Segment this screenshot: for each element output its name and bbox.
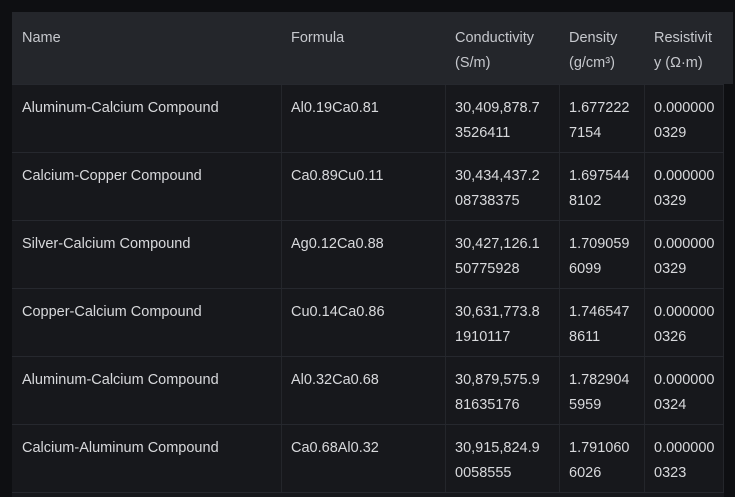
column-header-conductivity[interactable]: Conductivity (S/m) xyxy=(455,30,534,71)
cell-name[interactable]: Silver-Calcium Compound xyxy=(12,221,282,288)
table-row: Copper-Calcium Compound Cu0.14Ca0.86 30,… xyxy=(12,288,724,356)
cell-name[interactable]: Copper-Calcium Compound xyxy=(12,289,282,356)
cell-conductivity[interactable]: 30,915,824.90058555 xyxy=(446,425,560,492)
column-header-density[interactable]: Density (g/cm³) xyxy=(569,30,618,71)
table-row-partial xyxy=(12,492,724,497)
column-header-formula[interactable]: Formula xyxy=(291,30,345,46)
table-row: Calcium-Aluminum Compound Ca0.68Al0.32 3… xyxy=(12,424,724,492)
cell-density[interactable]: 1.7910606026 xyxy=(560,425,645,492)
table-body: Aluminum-Calcium Compound Al0.19Ca0.81 3… xyxy=(12,84,724,497)
cell-conductivity[interactable]: 30,427,126.150775928 xyxy=(446,221,560,288)
cell-density[interactable]: 1.6772227154 xyxy=(560,85,645,152)
cell-name[interactable]: Calcium-Copper Compound xyxy=(12,153,282,220)
table-row: Calcium-Copper Compound Ca0.89Cu0.11 30,… xyxy=(12,152,724,220)
cell-formula[interactable]: Cu0.14Ca0.86 xyxy=(282,289,446,356)
data-table: Name Formula Conductivity (S/m) Density … xyxy=(12,12,733,497)
cell-conductivity[interactable]: 30,879,575.981635176 xyxy=(446,357,560,424)
cell-resistivity[interactable]: 0.0000000323 xyxy=(645,425,724,492)
cell-formula[interactable]: Ca0.89Cu0.11 xyxy=(282,153,446,220)
cell-name[interactable]: Aluminum-Calcium Compound xyxy=(12,357,282,424)
cell-name[interactable]: Aluminum-Calcium Compound xyxy=(12,85,282,152)
cell-formula[interactable]: Ca0.68Al0.32 xyxy=(282,425,446,492)
cell-density[interactable]: 1.7829045959 xyxy=(560,357,645,424)
cell-formula[interactable]: Al0.32Ca0.68 xyxy=(282,357,446,424)
cell-density[interactable]: 1.7090596099 xyxy=(560,221,645,288)
cell-resistivity[interactable]: 0.0000000326 xyxy=(645,289,724,356)
cell-resistivity[interactable]: 0.0000000324 xyxy=(645,357,724,424)
cell-conductivity[interactable]: 30,631,773.81910117 xyxy=(446,289,560,356)
table-row: Aluminum-Calcium Compound Al0.32Ca0.68 3… xyxy=(12,356,724,424)
table-row: Silver-Calcium Compound Ag0.12Ca0.88 30,… xyxy=(12,220,724,288)
cell-formula[interactable]: Al0.19Ca0.81 xyxy=(282,85,446,152)
cell-resistivity[interactable]: 0.0000000329 xyxy=(645,153,724,220)
cell-name[interactable]: Calcium-Aluminum Compound xyxy=(12,425,282,492)
cell-density[interactable]: 1.6975448102 xyxy=(560,153,645,220)
column-header-name[interactable]: Name xyxy=(22,30,61,46)
cell-resistivity[interactable]: 0.0000000329 xyxy=(645,85,724,152)
cell-conductivity[interactable]: 30,409,878.73526411 xyxy=(446,85,560,152)
column-header-resistivity[interactable]: Resistivity (Ω·m) xyxy=(654,30,713,71)
cell-formula[interactable]: Ag0.12Ca0.88 xyxy=(282,221,446,288)
cell-resistivity[interactable]: 0.0000000329 xyxy=(645,221,724,288)
cell-conductivity[interactable]: 30,434,437.208738375 xyxy=(446,153,560,220)
table-row: Aluminum-Calcium Compound Al0.19Ca0.81 3… xyxy=(12,84,724,152)
cell-density[interactable]: 1.7465478611 xyxy=(560,289,645,356)
table-header-row: Name Formula Conductivity (S/m) Density … xyxy=(12,12,733,84)
